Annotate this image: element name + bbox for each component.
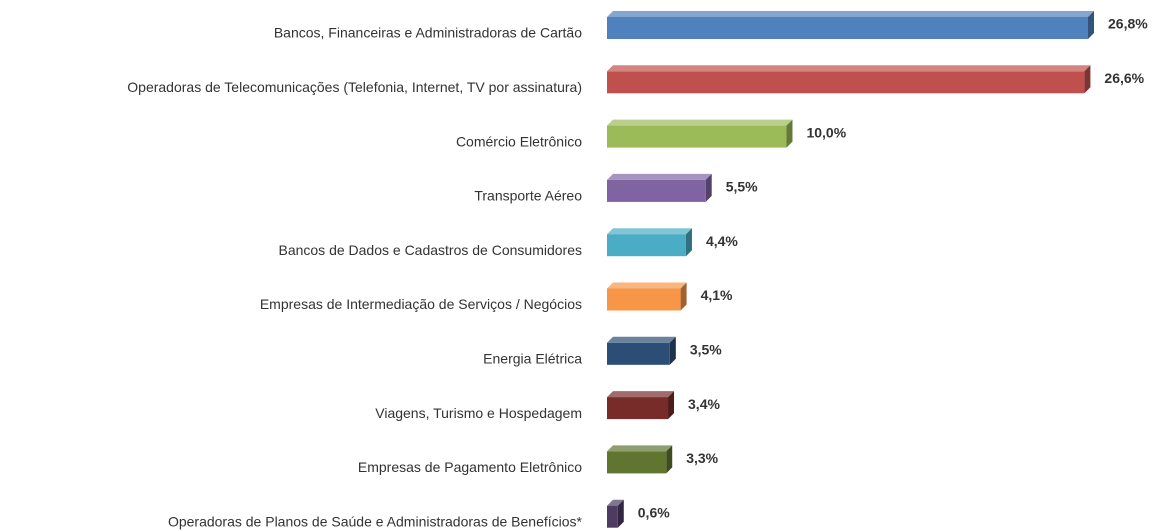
- bar-top: [607, 499, 624, 506]
- bar-side: [1088, 11, 1094, 39]
- bar-side: [680, 282, 687, 311]
- bar-side: [669, 336, 676, 365]
- bar: [607, 125, 787, 148]
- bar-side: [685, 228, 692, 257]
- bar: [607, 342, 670, 365]
- bar-side: [666, 445, 673, 474]
- value-label: 3,3%: [686, 450, 718, 466]
- bar: [607, 505, 618, 528]
- category-label: Empresas de Pagamento Eletrônico: [358, 459, 582, 475]
- value-label: 10,0%: [806, 124, 846, 140]
- bar-top: [607, 228, 692, 235]
- bar-side: [617, 499, 624, 528]
- bar-side: [786, 119, 793, 148]
- value-label: 4,1%: [701, 287, 733, 303]
- bar: [607, 17, 1088, 39]
- bar-top: [607, 173, 712, 180]
- bar-top: [607, 11, 1094, 17]
- category-label: Bancos, Financeiras e Administradoras de…: [274, 25, 582, 41]
- bar: [607, 451, 667, 474]
- value-label: 4,4%: [706, 233, 738, 249]
- bar: [607, 179, 706, 202]
- value-label: 0,6%: [638, 504, 670, 520]
- category-label: Operadoras de Planos de Saúde e Administ…: [168, 513, 583, 529]
- bar-side: [668, 391, 675, 420]
- category-label: Bancos de Dados e Cadastros de Consumido…: [278, 242, 582, 258]
- category-label: Viagens, Turismo e Hospedagem: [375, 405, 582, 421]
- bar: [607, 397, 669, 420]
- bar-top: [607, 119, 793, 126]
- category-label: Transporte Aéreo: [474, 188, 582, 204]
- bar-top: [607, 336, 676, 343]
- category-label: Empresas de Intermediação de Serviços / …: [260, 296, 582, 312]
- bar: [607, 288, 681, 311]
- bar-side: [705, 173, 712, 202]
- category-label: Comércio Eletrônico: [456, 133, 582, 149]
- value-label: 3,4%: [688, 396, 720, 412]
- bar-top: [607, 65, 1091, 72]
- bar-top: [607, 391, 675, 398]
- value-label: 26,8%: [1108, 16, 1148, 32]
- bar: [607, 234, 686, 257]
- category-label: Energia Elétrica: [483, 351, 582, 367]
- bar-top: [607, 282, 687, 289]
- category-label: Operadoras de Telecomunicações (Telefoni…: [127, 79, 582, 95]
- value-label: 26,6%: [1104, 70, 1144, 86]
- bar-side: [1084, 65, 1091, 94]
- value-label: 5,5%: [726, 179, 758, 195]
- value-label: 3,5%: [690, 342, 722, 358]
- bar-top: [607, 445, 673, 452]
- bar: [607, 71, 1085, 94]
